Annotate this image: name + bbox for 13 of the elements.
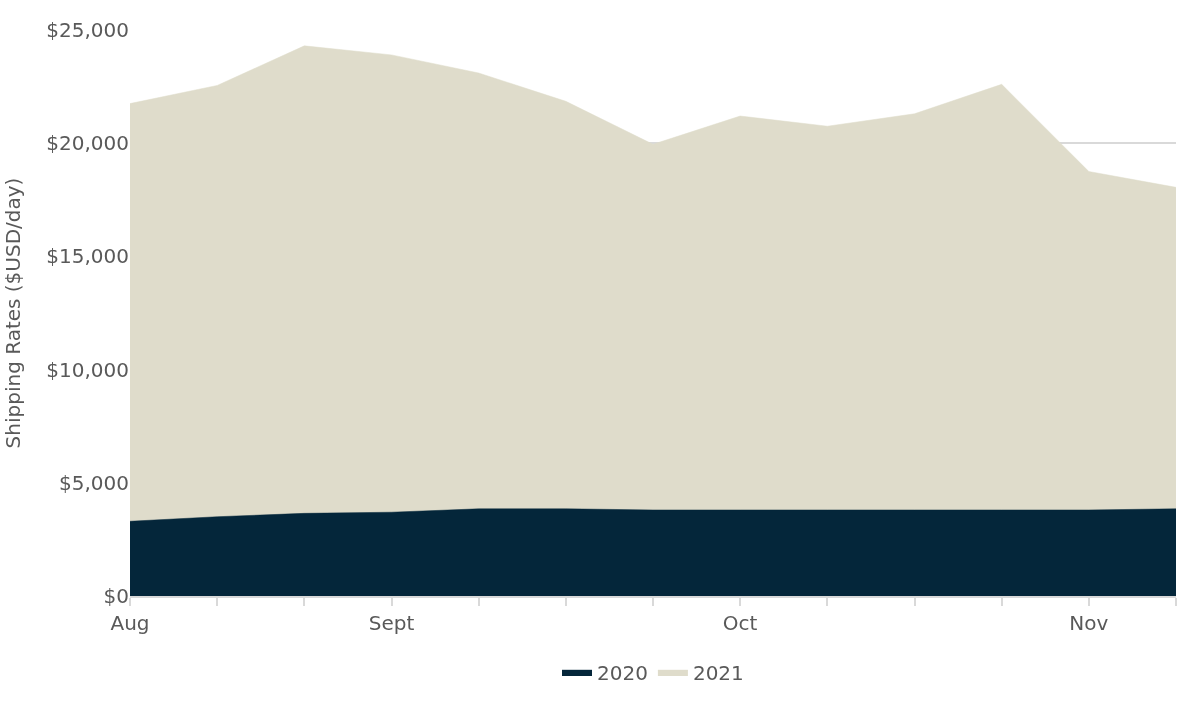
y-tick-label: $15,000 [46, 244, 129, 269]
x-tick-label: Nov [1069, 611, 1109, 635]
x-tick-label: Sept [368, 611, 415, 635]
y-tick-label: $25,000 [46, 18, 129, 42]
y-tick-label: $10,000 [46, 357, 129, 382]
legend-label: 2021 [692, 660, 744, 685]
y-axis-title: Shipping Rates ($USD/day) [0, 177, 25, 449]
y-tick-label: $20,000 [46, 131, 129, 156]
legend-label: 2020 [597, 660, 648, 685]
y-tick-label: $5,000 [59, 470, 129, 495]
y-tick-label: $0 [103, 584, 129, 608]
x-tick-label: Aug [110, 611, 150, 635]
x-tick-label: Oct [722, 611, 758, 635]
